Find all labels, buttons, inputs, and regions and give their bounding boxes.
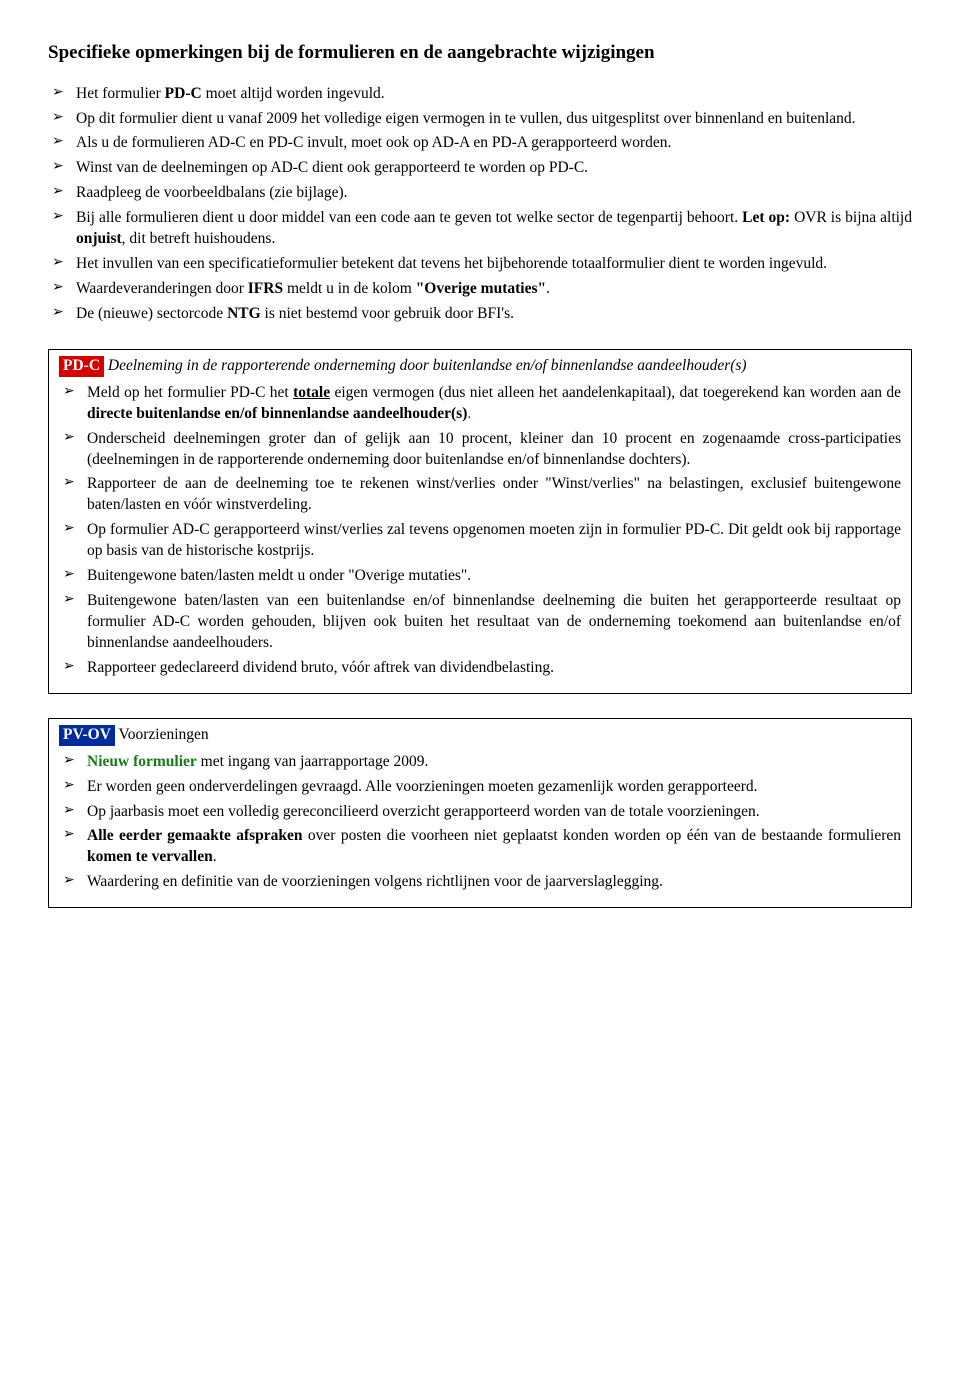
text: . [546,280,550,297]
text-bold: Let op: [742,209,790,226]
text-bold: onjuist [76,230,122,247]
pvov-item: Waardering en definitie van de voorzieni… [59,872,901,893]
text: OVR is bijna altijd [790,209,912,226]
pdc-item: Rapporteer gedeclareerd dividend bruto, … [59,658,901,679]
text-bold: Alle eerder gemaakte afspraken [87,827,303,844]
intro-list: Het formulier PD-C moet altijd worden in… [48,84,912,325]
text: Bij alle formulieren dient u door middel… [76,209,742,226]
pdc-item: Buitengewone baten/lasten van een buiten… [59,591,901,654]
intro-item: Het formulier PD-C moet altijd worden in… [48,84,912,105]
pdc-title: PD-C Deelneming in de rapporterende onde… [59,356,901,377]
intro-item: Op dit formulier dient u vanaf 2009 het … [48,109,912,130]
intro-item: Waardeveranderingen door IFRS meldt u in… [48,279,912,300]
pvov-title: PV-OV Voorzieningen [59,725,901,746]
text-red: . [467,405,471,422]
pdc-title-text: Deelneming in de rapporterende ondernemi… [104,357,747,374]
intro-item: Raadpleeg de voorbeeldbalans (zie bijlag… [48,183,912,204]
text: Waardeveranderingen door [76,280,248,297]
pdc-list: Meld op het formulier PD-C het totale ei… [59,383,901,679]
pdc-tag: PD-C [59,356,104,377]
text-bold: PD-C [165,85,202,102]
text-bold: directe buitenlandse en/of binnenlandse … [87,405,467,422]
pdc-item: Rapporteer de aan de deelneming toe te r… [59,474,901,516]
pvov-title-text: Voorzieningen [115,726,209,743]
text-bold: "Overige mutaties" [416,280,546,297]
text-bold: IFRS [248,280,283,297]
intro-item: Winst van de deelnemingen op AD-C dient … [48,158,912,179]
text: . [213,848,217,865]
pvov-item: Nieuw formulier met ingang van jaarrappo… [59,752,901,773]
pvov-item: Alle eerder gemaakte afspraken over post… [59,826,901,868]
pvov-box: PV-OV Voorzieningen Nieuw formulier met … [48,718,912,908]
pdc-item: Buitengewone baten/lasten meldt u onder … [59,566,901,587]
pdc-item: Op formulier AD-C gerapporteerd winst/ve… [59,520,901,562]
pdc-item: Meld op het formulier PD-C het totale ei… [59,383,901,425]
pdc-item: Onderscheid deelnemingen groter dan of g… [59,429,901,471]
text: eigen vermogen (dus niet alleen het aand… [330,384,901,401]
pvov-list: Nieuw formulier met ingang van jaarrappo… [59,752,901,894]
pvov-item: Er worden geen onderverdelingen gevraagd… [59,777,901,798]
text-bold-underline: totale [293,384,330,401]
text: , dit betreft huishoudens. [122,230,276,247]
page-title: Specifieke opmerkingen bij de formuliere… [48,40,912,66]
text: Meld op het formulier PD-C het [87,384,293,401]
pvov-tag: PV-OV [59,725,115,746]
text-bold: komen te vervallen [87,848,213,865]
pdc-box: PD-C Deelneming in de rapporterende onde… [48,349,912,694]
text-bold: NTG [227,305,261,322]
pvov-item: Op jaarbasis moet een volledig gereconci… [59,802,901,823]
text-bold-green: Nieuw formulier [87,753,197,770]
intro-item: De (nieuwe) sectorcode NTG is niet beste… [48,304,912,325]
text: is niet bestemd voor gebruik door BFI's. [261,305,514,322]
text: moet altijd worden ingevuld. [202,85,385,102]
intro-item: Als u de formulieren AD-C en PD-C invult… [48,133,912,154]
text: Het formulier [76,85,165,102]
text: De (nieuwe) sectorcode [76,305,227,322]
text: over posten die voorheen niet geplaatst … [303,827,901,844]
intro-item: Het invullen van een specificatieformuli… [48,254,912,275]
text: met ingang van jaarrapportage 2009. [197,753,429,770]
text: meldt u in de kolom [283,280,416,297]
intro-item: Bij alle formulieren dient u door middel… [48,208,912,250]
